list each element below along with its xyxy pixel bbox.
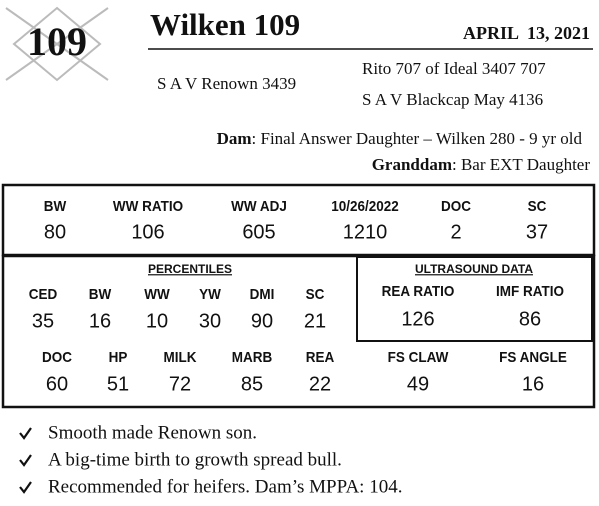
stat-value: 51 bbox=[107, 373, 129, 395]
stat-label: FS CLAW bbox=[388, 349, 449, 366]
ultrasound-box bbox=[356, 256, 593, 342]
ultrasound-title: ULTRASOUND DATA bbox=[415, 262, 533, 276]
dam-label: Dam bbox=[217, 129, 252, 148]
weights-box bbox=[1, 183, 596, 257]
sire: S A V Renown 3439 bbox=[157, 74, 296, 93]
note: A big-time birth to growth spread bull. bbox=[48, 449, 342, 470]
stat-value: 1210 bbox=[343, 221, 388, 243]
stat-label: SC bbox=[306, 286, 325, 303]
stat-value: 16 bbox=[89, 310, 111, 332]
stat-label: BW bbox=[89, 286, 112, 303]
stat-value: 37 bbox=[526, 221, 548, 243]
check-icon bbox=[19, 427, 32, 440]
stat-label: 10/26/2022 bbox=[331, 198, 399, 215]
check-icon bbox=[19, 481, 32, 494]
stat-value: 35 bbox=[32, 310, 54, 332]
stat-value: 106 bbox=[131, 221, 164, 243]
stat-value: 60 bbox=[46, 373, 68, 395]
stat-label: IMF RATIO bbox=[496, 283, 564, 300]
stat-value: 22 bbox=[309, 373, 331, 395]
stat-value: 80 bbox=[44, 221, 66, 243]
stat-label: DOC bbox=[42, 349, 72, 366]
check-icon bbox=[19, 454, 32, 467]
stat-label: CED bbox=[29, 286, 57, 303]
stat-label: MARB bbox=[232, 349, 272, 366]
stat-label: DMI bbox=[250, 286, 275, 303]
sale-date: APRIL 13, 2021 bbox=[463, 23, 590, 43]
stat-label: SC bbox=[528, 198, 547, 215]
stat-label: YW bbox=[199, 286, 221, 303]
dam-text: : Final Answer Daughter – Wilken 280 - 9… bbox=[252, 129, 583, 148]
stat-label: MILK bbox=[164, 349, 198, 366]
stat-label: REA bbox=[306, 349, 334, 366]
stat-value: 2 bbox=[450, 221, 461, 243]
stat-value: 16 bbox=[522, 373, 544, 395]
stat-label: BW bbox=[44, 198, 67, 215]
animal-name: Wilken 109 bbox=[150, 7, 300, 42]
stat-value: 90 bbox=[251, 310, 273, 332]
granddam-text: : Bar EXT Daughter bbox=[452, 155, 590, 174]
stat-value: 30 bbox=[199, 310, 221, 332]
stat-value: 72 bbox=[169, 373, 191, 395]
stat-value: 605 bbox=[242, 221, 275, 243]
granddam-label: Granddam bbox=[372, 155, 452, 174]
stat-label: WW RATIO bbox=[113, 198, 183, 215]
stat-value: 21 bbox=[304, 310, 326, 332]
stat-label: HP bbox=[109, 349, 128, 366]
stat-value: 85 bbox=[241, 373, 263, 395]
stat-label: DOC bbox=[441, 198, 471, 215]
stat-value: 49 bbox=[407, 373, 429, 395]
stat-label: FS ANGLE bbox=[499, 349, 567, 366]
sire-dam: S A V Blackcap May 4136 bbox=[362, 90, 543, 109]
stat-value: 86 bbox=[519, 308, 541, 330]
stat-value: 10 bbox=[146, 310, 168, 332]
granddam-line: Granddam: Bar EXT Daughter bbox=[372, 155, 591, 174]
stat-label: WW ADJ bbox=[231, 198, 287, 215]
stat-label: WW bbox=[144, 286, 170, 303]
stat-label: REA RATIO bbox=[382, 283, 455, 300]
note: Smooth made Renown son. bbox=[48, 422, 257, 443]
sire-sire: Rito 707 of Ideal 3407 707 bbox=[362, 59, 546, 78]
note: Recommended for heifers. Dam’s MPPA: 104… bbox=[48, 476, 402, 497]
lot-number: 109 bbox=[27, 19, 87, 64]
percentiles-title: PERCENTILES bbox=[148, 262, 232, 276]
lot-emblem bbox=[5, 6, 109, 82]
dam-line: Dam: Final Answer Daughter – Wilken 280 … bbox=[217, 129, 583, 148]
stat-value: 126 bbox=[401, 308, 434, 330]
epd-box bbox=[1, 254, 596, 409]
